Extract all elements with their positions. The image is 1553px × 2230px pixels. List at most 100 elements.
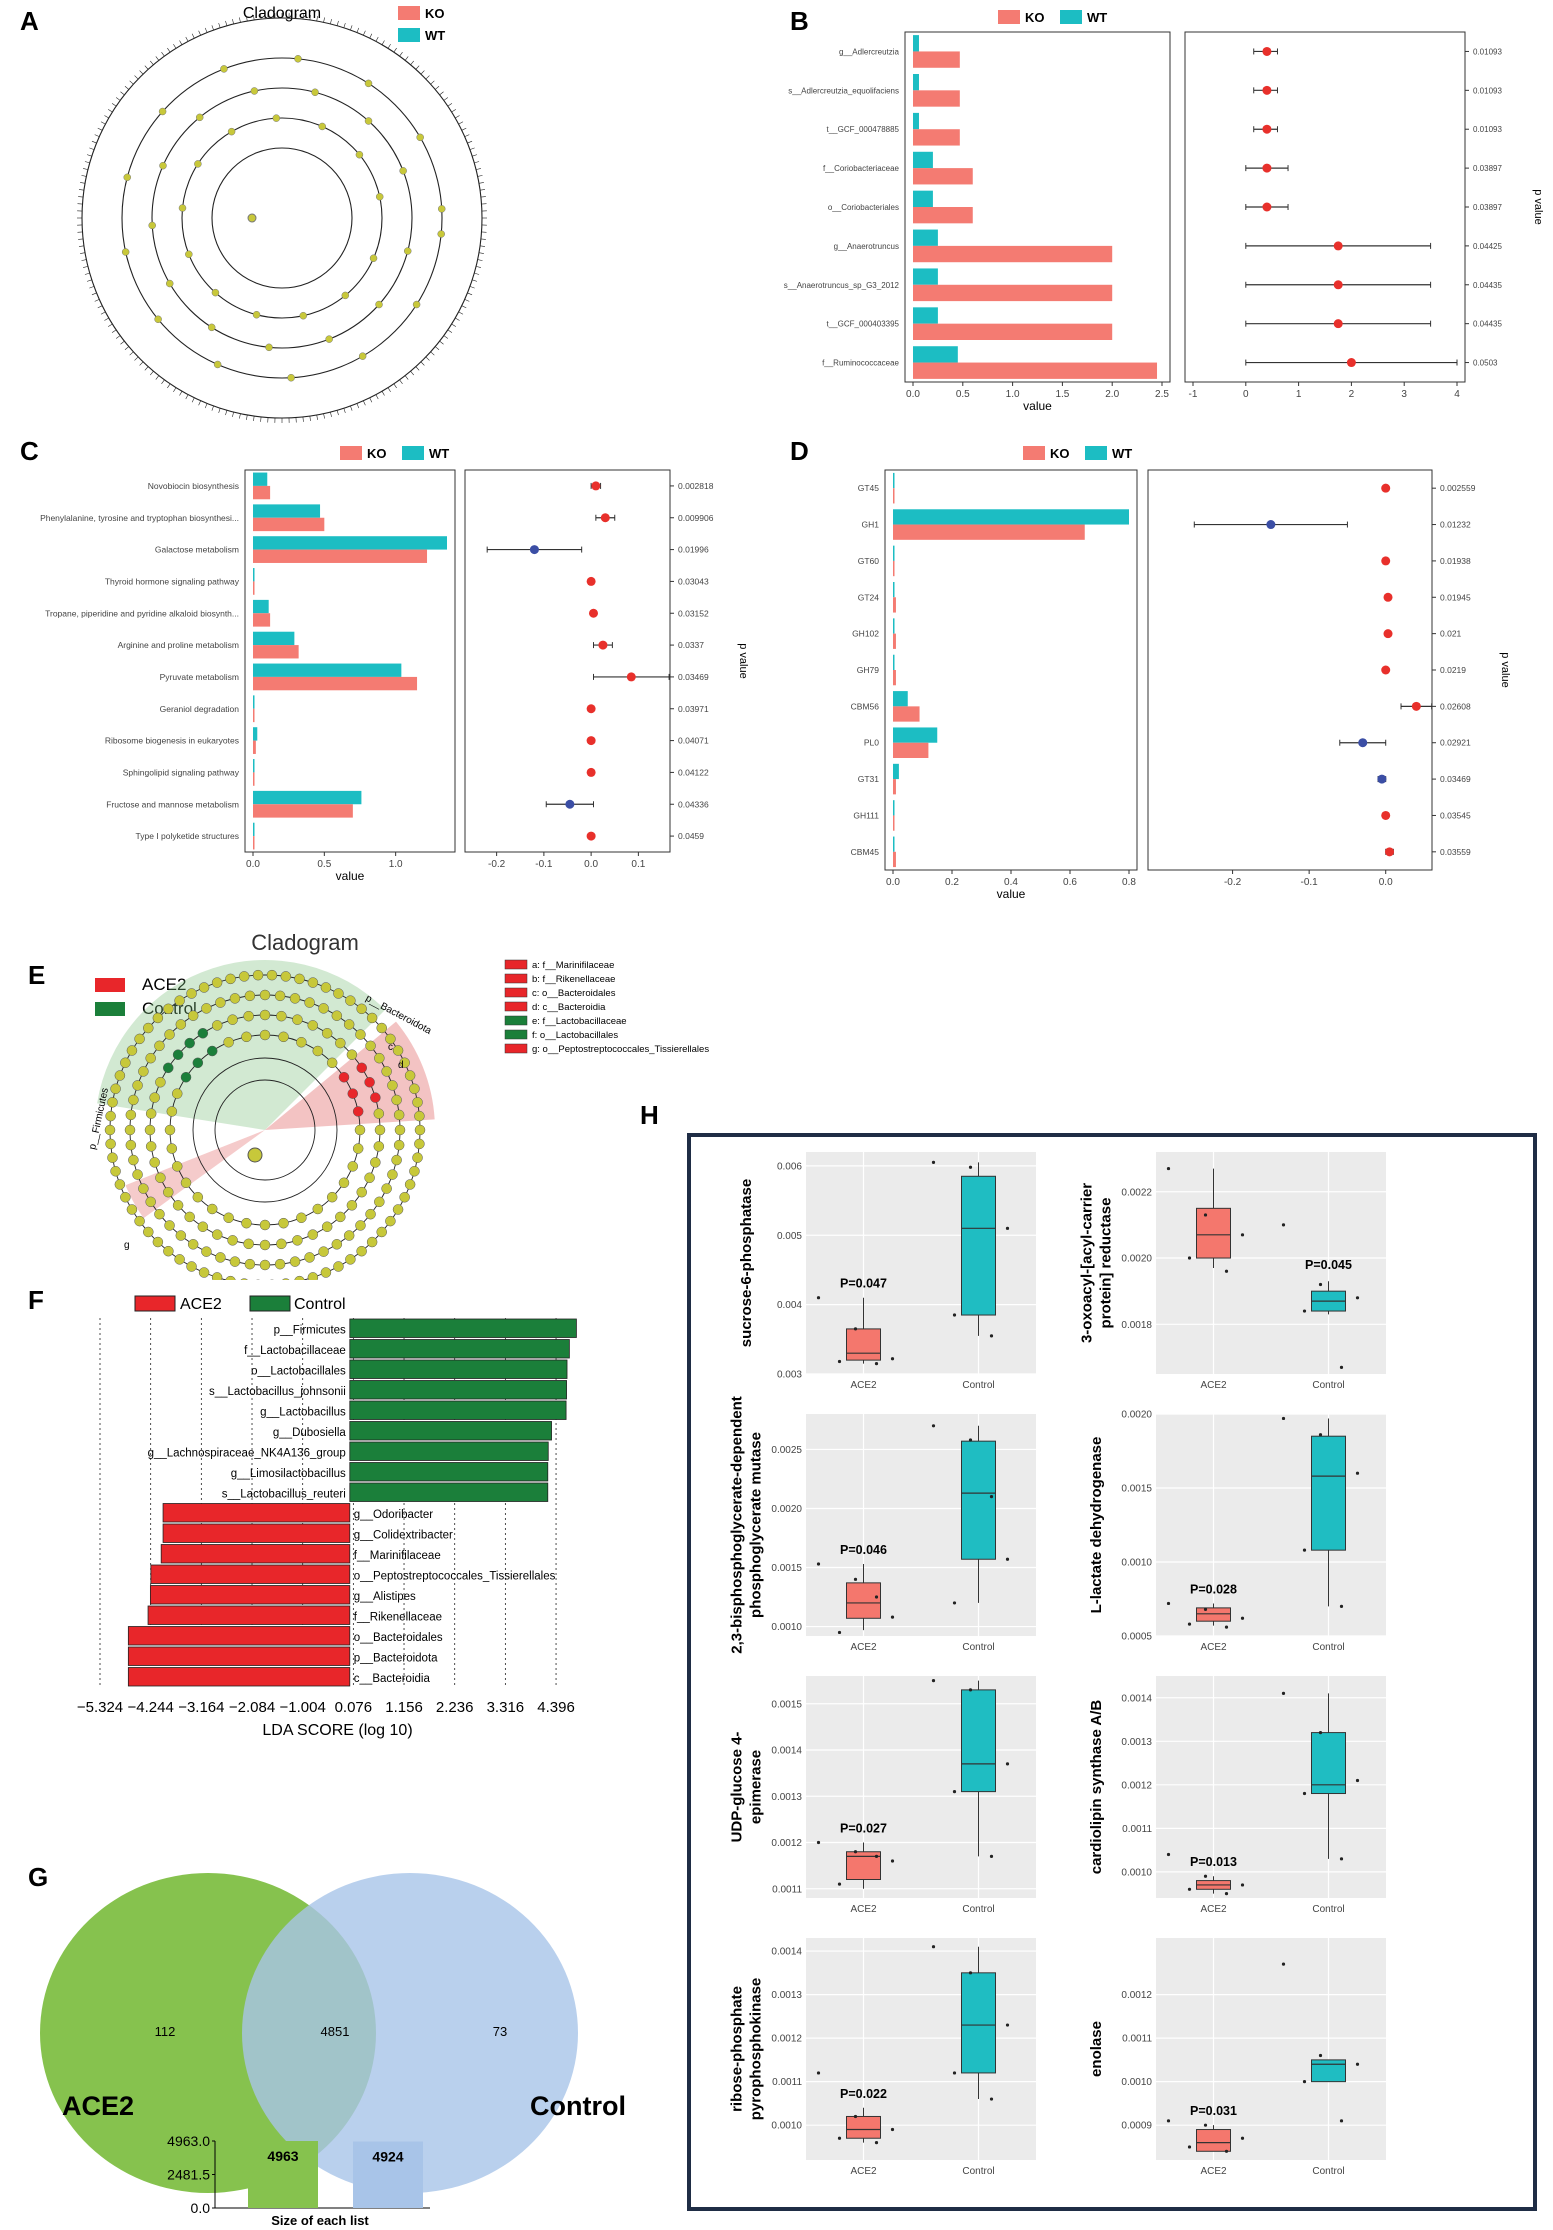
data-point [1187, 2145, 1192, 2149]
cladogram-node [128, 1094, 139, 1106]
cladogram-leaf-edge [443, 335, 449, 339]
cladogram-node [394, 1124, 406, 1136]
ci-point [586, 767, 596, 777]
pvalue-label: 0.03897 [1473, 164, 1502, 173]
data-point [890, 1859, 895, 1863]
bar-wt [253, 790, 362, 805]
pvalue-label: 0.02608 [1440, 701, 1471, 711]
bar-wt [913, 151, 933, 169]
y-tick-label: 0.0022 [1121, 1187, 1152, 1198]
y-tick-label: 0.005 [777, 1231, 802, 1242]
cladogram-node [437, 205, 446, 213]
ci-point [598, 640, 608, 650]
panel-label-a: A [20, 6, 39, 36]
data-point [1281, 1962, 1286, 1966]
cladogram-node [207, 323, 216, 332]
pvalue-label: 0.04435 [1473, 320, 1502, 329]
cladogram-node [356, 1003, 367, 1015]
cladogram-leaf-edge [316, 16, 318, 22]
cladogram-leaf-edge [179, 391, 183, 396]
bar-wt [893, 836, 895, 852]
legend-swatch-wt [1085, 446, 1107, 460]
data-point [952, 1790, 957, 1794]
key-swatch [504, 1029, 528, 1040]
bar-control [349, 1421, 552, 1441]
y-tick-label: 0.0025 [771, 1445, 802, 1456]
bar-ace2 [127, 1667, 351, 1687]
y-tick-label: 0.0011 [772, 1884, 802, 1895]
bar-ko [253, 613, 271, 627]
data-point [1355, 1471, 1360, 1475]
ci-tick-label: 4 [1454, 389, 1460, 400]
p-value-label: P=0.027 [840, 1822, 887, 1836]
x-tick-label: ACE2 [1200, 2166, 1227, 2177]
cladogram-leaf-edge [173, 43, 177, 49]
cladogram-node [355, 1220, 366, 1231]
cladogram-node [252, 969, 264, 981]
cladogram-node [227, 127, 236, 136]
bar-tick-label: 0.0 [191, 2200, 211, 2216]
cladogram-leaf-edge [91, 292, 97, 296]
cladogram-node [171, 1161, 183, 1172]
cladogram-leaf-edge [232, 19, 234, 25]
cladogram-node [206, 1045, 218, 1057]
bar-control [349, 1400, 567, 1420]
x-tick-label: 0.6 [1063, 877, 1077, 888]
pvalue-label: 0.03545 [1440, 810, 1471, 820]
ci-point [591, 481, 601, 491]
bar-ko [253, 772, 255, 786]
bar-wt [893, 472, 895, 489]
bar-plot-frame [244, 469, 456, 853]
category-label: Arginine and proline metabolism [118, 640, 239, 650]
cladogram-node [159, 161, 167, 170]
cladogram-node [338, 1071, 350, 1083]
cladogram-leaf-edge [363, 30, 366, 36]
legend-swatch-ace2 [95, 978, 125, 992]
cladogram-node [393, 1139, 405, 1151]
bar-wt [893, 509, 1129, 525]
bar-x-axis-title: Size of each list [271, 2213, 369, 2228]
data-point [1240, 1233, 1245, 1237]
pvalue-label: 0.0337 [678, 640, 704, 650]
cladogram-node [409, 1165, 420, 1177]
cladogram-node [244, 990, 256, 1002]
cladogram-node [155, 1076, 166, 1088]
y-tick-label: 0.003 [777, 1370, 802, 1381]
ci-point [1381, 665, 1391, 675]
data-point [837, 1359, 842, 1364]
y-axis-title: enolase [1088, 2021, 1105, 2077]
cladogram-node [138, 1183, 149, 1194]
y-tick-label: 0.0014 [771, 1947, 802, 1958]
category-label: f__Marinifilaceae [354, 1550, 441, 1562]
cladogram-node [366, 1012, 378, 1024]
cladogram-leaf-edge [430, 80, 435, 85]
category-label: g__Alistipes [354, 1591, 416, 1603]
cladogram-node [376, 1226, 387, 1238]
y-tick-label: 0.0014 [1121, 1693, 1152, 1704]
cladogram-node [171, 1088, 183, 1099]
ci-point [626, 672, 636, 682]
cladogram-node [138, 1066, 149, 1077]
cladogram-node [225, 1275, 236, 1280]
pvalue-label: 0.04071 [678, 736, 709, 746]
bar-wt [913, 35, 919, 52]
cladogram-leaf-edge [239, 413, 241, 419]
panel-g-venn: 112 4851 73 ACE2 Control 4963.0 2481.5 0.0 4963 4… [40, 1873, 626, 2228]
x-tick-label: ACE2 [1200, 1642, 1227, 1653]
y-tick-label: 0.0010 [1121, 2077, 1152, 2088]
venn-only-ace2: 112 [155, 2024, 176, 2039]
x-tick-label: 3.316 [487, 1699, 525, 1716]
ci-point [1262, 124, 1272, 134]
cladogram-leaf-edge [410, 371, 415, 376]
venn-label-control: Control [530, 2091, 626, 2121]
category-label: Novobiocin biosynthesis [148, 481, 239, 491]
data-point [1203, 1607, 1208, 1611]
bar-ace2 [127, 1626, 351, 1646]
data-point [1281, 1691, 1286, 1696]
x-tick-label: ACE2 [850, 2166, 877, 2177]
bar-control [349, 1318, 577, 1338]
venn-set-control [242, 1873, 578, 2193]
arc-label: d [398, 1060, 404, 1071]
cladogram-node [374, 1196, 385, 1208]
cladogram-node [229, 993, 241, 1004]
